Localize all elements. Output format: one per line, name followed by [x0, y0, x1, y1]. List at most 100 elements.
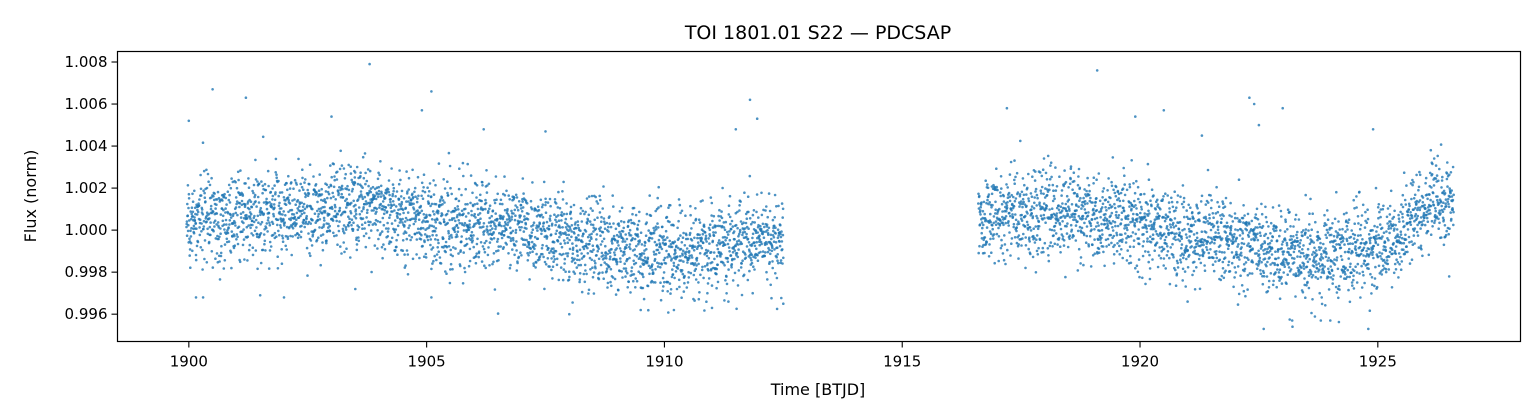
data-point — [1310, 276, 1314, 279]
data-point — [227, 183, 231, 187]
data-point — [760, 191, 763, 195]
data-point — [650, 237, 654, 240]
data-point — [1089, 222, 1092, 225]
data-point — [989, 220, 992, 224]
data-point — [508, 198, 512, 201]
data-point — [1113, 243, 1116, 247]
data-point — [219, 232, 222, 235]
data-point — [526, 259, 530, 262]
data-point — [745, 245, 749, 248]
data-point — [1190, 245, 1193, 248]
data-point — [1309, 234, 1312, 237]
data-point — [247, 248, 251, 252]
data-point — [430, 248, 433, 251]
data-point — [359, 171, 362, 174]
data-point — [256, 180, 259, 183]
data-point — [315, 238, 319, 242]
data-point — [1028, 226, 1032, 229]
data-point — [1105, 218, 1109, 221]
data-point — [551, 277, 554, 280]
data-point — [590, 250, 594, 253]
data-point — [1092, 213, 1096, 216]
data-point — [1304, 231, 1307, 234]
data-point — [530, 231, 534, 234]
data-point — [703, 309, 706, 312]
data-point — [421, 244, 424, 248]
data-point — [1368, 253, 1371, 256]
data-point — [570, 224, 574, 227]
data-point — [630, 266, 634, 269]
data-point — [1147, 224, 1151, 227]
data-point — [1113, 202, 1116, 206]
data-point — [1002, 200, 1006, 203]
data-point — [1367, 267, 1370, 271]
data-point — [242, 221, 245, 225]
data-point — [1374, 186, 1378, 190]
data-point — [596, 202, 600, 205]
data-point — [556, 206, 560, 209]
data-point — [616, 260, 619, 264]
data-point — [301, 205, 305, 208]
data-point — [1202, 243, 1205, 247]
data-point — [1348, 275, 1351, 279]
data-point — [1019, 200, 1023, 203]
data-point — [437, 210, 440, 213]
data-point — [611, 242, 614, 245]
data-point — [460, 193, 463, 197]
data-point — [188, 219, 191, 222]
data-point — [369, 187, 373, 190]
data-point — [1078, 225, 1082, 229]
data-point — [278, 201, 281, 205]
data-point — [1230, 215, 1233, 218]
data-point — [519, 214, 522, 217]
data-point — [644, 234, 648, 237]
data-point — [317, 236, 320, 239]
data-point — [377, 192, 381, 196]
data-point — [516, 261, 519, 265]
data-point — [450, 233, 453, 237]
data-point — [776, 253, 779, 256]
data-point — [768, 248, 771, 252]
data-point — [639, 265, 642, 268]
data-point — [1269, 263, 1272, 266]
data-point — [389, 240, 393, 244]
data-point — [399, 178, 402, 182]
data-point — [498, 221, 501, 224]
data-point — [462, 174, 465, 178]
data-point — [301, 176, 304, 180]
data-point — [653, 229, 656, 232]
data-point — [326, 196, 329, 200]
data-point — [565, 223, 569, 226]
data-point — [410, 202, 413, 205]
data-point — [449, 186, 452, 190]
data-point — [1296, 244, 1300, 247]
data-point — [246, 235, 250, 238]
data-point — [530, 207, 534, 211]
data-point — [517, 200, 521, 203]
data-point — [242, 228, 245, 231]
data-point — [1001, 215, 1004, 219]
data-point — [618, 247, 622, 250]
data-point — [1061, 202, 1064, 205]
data-point — [1168, 207, 1171, 210]
data-point — [1132, 239, 1136, 242]
data-point — [1247, 222, 1251, 226]
data-point — [667, 206, 670, 209]
data-point — [575, 258, 579, 262]
data-point — [720, 210, 723, 213]
data-point — [1105, 245, 1108, 248]
data-point — [761, 222, 765, 226]
data-point — [251, 253, 255, 257]
data-point — [1009, 160, 1013, 164]
data-point — [520, 220, 524, 224]
data-point — [1246, 273, 1250, 277]
data-point — [1316, 230, 1319, 234]
data-point — [640, 243, 644, 246]
data-point — [1067, 205, 1070, 208]
data-point — [379, 195, 383, 198]
data-point — [1271, 261, 1274, 265]
data-point — [399, 205, 403, 208]
data-point — [1090, 218, 1094, 221]
data-point — [349, 256, 352, 259]
data-point — [750, 253, 754, 257]
